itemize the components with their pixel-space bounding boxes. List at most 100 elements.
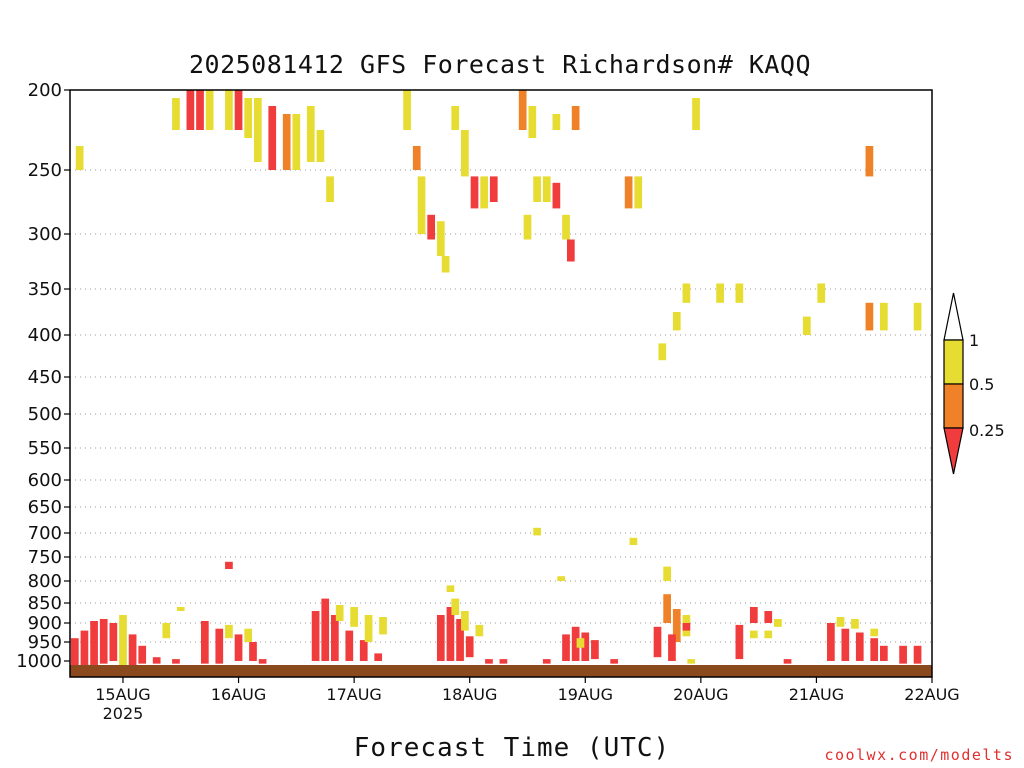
heatmap-cell [485, 659, 493, 664]
heatmap-cell [489, 176, 498, 202]
heatmap-cell [663, 594, 671, 623]
heatmap-cell [533, 176, 541, 202]
heatmap-cell [764, 630, 773, 639]
heatmap-cell [331, 615, 339, 661]
heatmap-cell [138, 645, 147, 664]
heatmap-cell [542, 176, 551, 202]
heatmap-cell [836, 617, 845, 627]
heatmap-cell [451, 106, 460, 130]
heatmap-cell [692, 98, 700, 130]
colorbar-bottom-triangle [943, 427, 964, 475]
ground-layer [70, 665, 932, 677]
heatmap-cell [461, 130, 469, 177]
heatmap-cell [196, 90, 204, 130]
heatmap-cell [427, 214, 436, 240]
heatmap-cell [335, 605, 344, 621]
heatmap-cell [186, 90, 195, 130]
heatmap-cell [345, 630, 354, 661]
heatmap-cell [451, 598, 460, 615]
heatmap-cell [200, 621, 209, 664]
heatmap-cell [571, 106, 580, 130]
heatmap-cell [446, 585, 455, 592]
heatmap-cell [552, 182, 561, 209]
heatmap-cell [552, 114, 561, 130]
heatmap-cell [629, 537, 638, 545]
heatmap-cell [783, 659, 792, 664]
heatmap-cell [470, 176, 479, 209]
heatmap-cell [162, 623, 171, 639]
heatmap-cells [70, 90, 922, 669]
heatmap-cell [403, 90, 411, 130]
heatmap-cell [152, 657, 161, 664]
x-tick-label: 16AUG [211, 685, 266, 704]
heatmap-cell [446, 607, 455, 661]
heatmap-cell [253, 98, 262, 162]
heatmap-cell [461, 611, 469, 631]
heatmap-cell [865, 302, 874, 331]
heatmap-cell [899, 645, 907, 664]
heatmap-cell [412, 146, 421, 170]
y-tick-label: 650 [28, 497, 62, 518]
heatmap-cell [571, 626, 580, 661]
heatmap-cell [591, 640, 599, 660]
heatmap-cell [225, 90, 233, 130]
heatmap-cell [499, 659, 508, 664]
heatmap-cell [634, 176, 643, 209]
heatmap-cell [417, 176, 426, 234]
x-tick-label: 21AUG [789, 685, 844, 704]
heatmap-cell [581, 632, 590, 661]
credit-text: coolwx.com/modelts [824, 746, 1014, 764]
heatmap-cell [268, 106, 277, 170]
heatmap-cell [774, 619, 782, 627]
heatmap-cell [128, 634, 137, 667]
heatmap-cell [75, 146, 84, 170]
heatmap-cell [292, 114, 301, 170]
heatmap-cell [316, 130, 325, 162]
colorbar-label: 0.25 [969, 421, 1005, 440]
heatmap-cell [523, 214, 532, 240]
heatmap-cell [749, 607, 758, 623]
heatmap-cell [913, 302, 922, 331]
y-tick-label: 900 [28, 613, 62, 634]
heatmap-cell [350, 607, 358, 627]
heatmap-cell [249, 642, 257, 661]
heatmap-cell [90, 621, 98, 667]
heatmap-cell [668, 634, 676, 661]
heatmap-cell [326, 176, 334, 202]
heatmap-cell [441, 256, 450, 273]
y-tick-label: 250 [28, 160, 62, 181]
heatmap-cell [576, 638, 585, 648]
y-tick-label: 450 [28, 367, 62, 388]
heatmap-cell [436, 221, 445, 256]
heatmap-cell [225, 561, 233, 569]
heatmap-cell [244, 628, 253, 642]
heatmap-cell [70, 638, 79, 669]
heatmap-cell [225, 624, 233, 639]
heatmap-cell [258, 659, 267, 664]
heatmap-cell [465, 636, 474, 658]
heatmap-cell [566, 239, 575, 262]
x-tick-label: 20AUG [673, 685, 728, 704]
heatmap-cell [119, 615, 127, 669]
grid-lines [70, 169, 932, 643]
heatmap-cell [176, 607, 185, 611]
heatmap-cell [436, 615, 445, 661]
heatmap-cell [624, 176, 633, 209]
heatmap-cell [827, 623, 835, 661]
heatmap-cell [480, 176, 488, 209]
heatmap-cell [672, 609, 681, 642]
y-tick-label: 350 [28, 279, 62, 300]
colorbar-legend: 1 0.5 0.25 [943, 292, 1005, 475]
heatmap-cell [542, 659, 551, 664]
colorbar-orange [943, 383, 964, 429]
heatmap-cell [244, 98, 253, 138]
heatmap-cell [215, 628, 224, 664]
x-tick-label: 15AUG [95, 685, 150, 704]
heatmap-cell [374, 653, 383, 661]
heatmap-cell [851, 619, 859, 629]
heatmap-cell [855, 632, 864, 661]
heatmap-cell [870, 628, 879, 637]
heatmap-cell [764, 611, 773, 623]
heatmap-cell [364, 615, 373, 642]
